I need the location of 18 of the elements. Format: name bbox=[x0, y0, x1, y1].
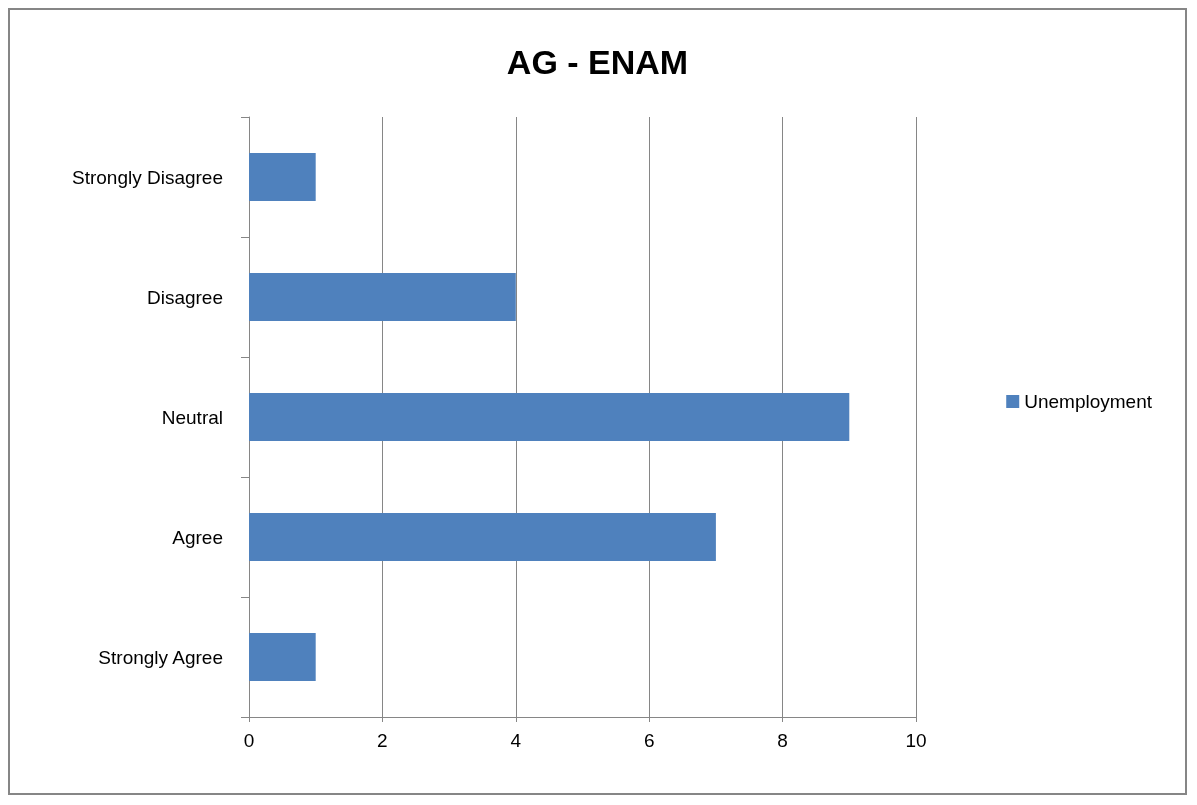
y-tick-label: Strongly Agree bbox=[98, 646, 223, 668]
bar bbox=[249, 273, 516, 321]
chart-title: AG - ENAM bbox=[506, 43, 689, 81]
bar bbox=[249, 153, 316, 201]
bar bbox=[249, 393, 850, 441]
bar bbox=[249, 633, 316, 681]
x-tick-label: 0 bbox=[243, 730, 255, 751]
legend-label: Unemployment bbox=[1024, 391, 1153, 412]
bar bbox=[249, 513, 716, 561]
x-tick-label: 8 bbox=[777, 730, 788, 751]
x-tick-label: 4 bbox=[510, 730, 522, 751]
y-tick-label: Strongly Disagree bbox=[71, 166, 223, 188]
y-tick-label: Agree bbox=[172, 526, 223, 548]
y-tick-label: Neutral bbox=[161, 406, 223, 428]
y-tick-label: Disagree bbox=[146, 286, 223, 308]
x-tick-label: 2 bbox=[377, 730, 388, 751]
x-tick-label: 10 bbox=[905, 730, 927, 751]
x-tick-label: 6 bbox=[643, 730, 655, 751]
